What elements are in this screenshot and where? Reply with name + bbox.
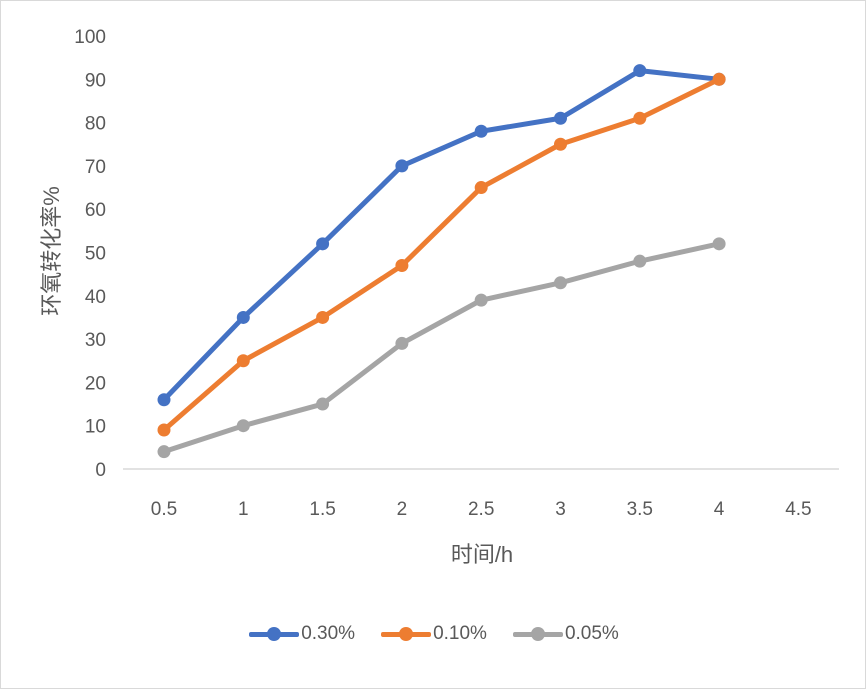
series-line [161, 241, 722, 455]
x-axis-title: 时间/h [451, 542, 513, 567]
y-tick-label: 60 [85, 200, 106, 221]
data-point [236, 419, 250, 433]
data-point [633, 64, 647, 78]
x-tick-label: 3 [555, 499, 566, 520]
data-point [633, 254, 647, 268]
x-tick-label: 2 [397, 499, 408, 520]
data-point [474, 124, 488, 138]
y-tick-label: 70 [85, 157, 106, 178]
y-tick-labels: 0 10 20 30 40 50 60 70 80 90 100 [74, 27, 106, 481]
legend-label: 0.05% [564, 623, 619, 644]
data-point [474, 181, 488, 195]
data-point [712, 237, 726, 251]
data-point [236, 310, 250, 324]
y-tick-label: 80 [85, 114, 106, 135]
legend-item: 0.10% [381, 623, 487, 645]
data-point [316, 237, 330, 251]
legend-dot [267, 626, 282, 641]
data-point [236, 354, 250, 368]
x-tick-label: 2.5 [468, 499, 494, 520]
legend-item: 0.05% [512, 623, 619, 645]
legend-dot [530, 626, 545, 641]
x-tick-labels: 0.5 1 1.5 2 2.5 3 3.5 4 4.5 [151, 499, 812, 520]
legend-item: 0.30% [249, 623, 355, 645]
y-tick-label: 100 [74, 27, 106, 48]
series-2 [157, 237, 726, 459]
y-tick-label: 40 [85, 287, 106, 308]
series-lines [157, 64, 726, 459]
data-point [395, 258, 409, 272]
y-tick-label: 90 [85, 70, 106, 91]
data-point [316, 310, 330, 324]
legend-marker [381, 626, 432, 641]
y-tick-label: 10 [85, 417, 106, 438]
x-tick-label: 0.5 [151, 499, 177, 520]
line-chart: 0 10 20 30 40 50 60 70 80 90 100 0.5 1 1.5 2 2.5 3 3.5 4 4… [39, 27, 839, 567]
legend-label: 0.10% [433, 623, 487, 644]
legend-marker [512, 626, 563, 641]
data-point [157, 423, 171, 437]
data-point [712, 72, 726, 86]
data-point [554, 137, 567, 151]
series-line [161, 68, 722, 403]
data-point [316, 397, 330, 411]
x-tick-label: 1 [238, 499, 249, 520]
data-point [157, 393, 171, 407]
y-tick-label: 50 [85, 244, 106, 265]
x-tick-label: 4.5 [785, 499, 811, 520]
y-tick-label: 20 [85, 373, 106, 394]
data-point [554, 111, 567, 125]
data-point [395, 336, 409, 350]
data-point [633, 111, 647, 125]
data-point [395, 159, 409, 173]
y-tick-label: 30 [85, 330, 106, 351]
legend-marker [249, 626, 300, 641]
legend-label: 0.30% [301, 623, 356, 644]
data-point [474, 293, 488, 307]
data-point [554, 276, 567, 290]
data-point [157, 445, 171, 459]
x-tick-label: 3.5 [627, 499, 653, 520]
y-axis-title: 环氧转化率% [39, 186, 64, 316]
legend: 0.30% 0.10% 0.05% [1, 623, 866, 645]
series-line [161, 76, 722, 433]
series-1 [157, 72, 726, 437]
legend-dot [399, 626, 414, 641]
y-tick-label: 0 [95, 460, 106, 481]
x-tick-label: 4 [714, 499, 725, 520]
x-tick-label: 1.5 [309, 499, 335, 520]
